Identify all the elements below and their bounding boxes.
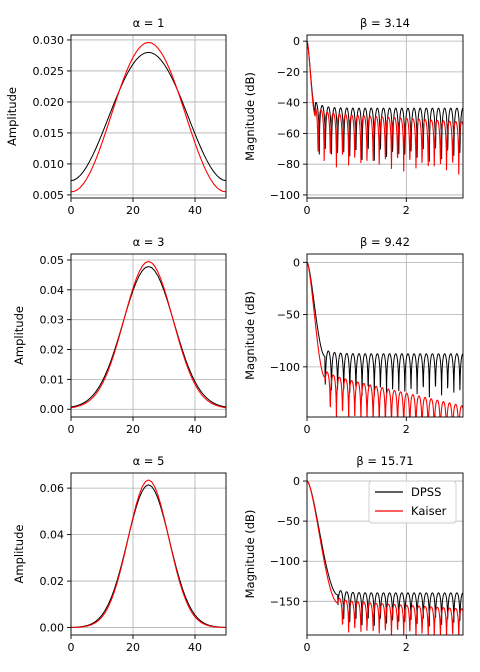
panel-title: α = 5 [133,454,165,468]
series-line-dpss [71,51,226,182]
y-tick-label: 0.010 [33,158,65,171]
y-tick-label: 0.00 [40,622,65,635]
plot-area [307,40,463,175]
y-tick-label: −60 [277,127,300,140]
x-tick-label: 0 [68,204,75,217]
y-axis-label: Amplitude [12,306,26,365]
x-tick-label: 0 [304,204,311,217]
axes-frame [306,472,464,636]
x-tick-label: 20 [126,423,140,436]
panel-4: 0 2 0 −50 −100 β = 9.42 Magnitude (dB) [243,235,464,436]
y-tick-label: 0 [293,256,300,269]
panel-2: 0 2 0 −20 −40 −60 −80 −100 β = 3.14 Magnitude (dB… [243,16,464,217]
x-tick-label: 2 [403,641,410,654]
y-tick-label: −50 [277,309,300,322]
series-line-kaiser [307,40,463,175]
y-tick-label: 0.02 [40,344,65,357]
y-axis-label: Magnitude (dB) [243,72,257,161]
y-tick-label: −150 [270,595,300,608]
plot-area [307,261,463,417]
x-tick-label: 40 [188,641,202,654]
y-axis-label: Amplitude [12,525,26,584]
series-line-dpss [71,266,226,408]
x-tick-label: 20 [126,204,140,217]
series-line-dpss [307,261,463,398]
plot-area [71,479,226,629]
panel-title: β = 9.42 [360,235,410,249]
y-tick-label: 0.015 [33,127,65,140]
series-line-kaiser [71,260,226,409]
legend-label-kaiser: Kaiser [411,504,447,518]
series-line-dpss [307,480,463,627]
series-line-kaiser [71,41,226,193]
y-tick-label: 0.06 [40,482,65,495]
x-tick-label: 0 [68,423,75,436]
x-tick-label: 40 [188,204,202,217]
panel-title: β = 15.71 [356,454,413,468]
y-tick-label: 0 [293,35,300,48]
plot-area [71,260,226,409]
axes-frame [306,34,464,199]
axes-frame [70,253,227,418]
panel-title: α = 1 [133,16,165,30]
axes-frame [70,472,227,636]
y-tick-label: 0.01 [40,373,65,386]
y-tick-label: −100 [270,555,300,568]
x-tick-label: 2 [403,423,410,436]
y-tick-label: 0.00 [40,403,65,416]
plot-area [307,480,463,635]
y-tick-label: 0.03 [40,314,65,327]
y-tick-label: 0.05 [40,254,65,267]
y-tick-label: −100 [270,189,300,202]
panel-3: 0 20 40 0.00 0.01 0.02 0.03 0.04 0.05 α = 3 Amplit… [12,235,227,436]
y-tick-label: 0.04 [40,284,65,297]
y-tick-label: 0 [293,475,300,488]
y-tick-label: −50 [277,515,300,528]
x-tick-label: 20 [126,641,140,654]
axes-frame [306,253,464,418]
y-tick-label: 0.030 [33,34,65,47]
y-tick-label: −100 [270,361,300,374]
x-tick-label: 0 [304,641,311,654]
panel-title: β = 3.14 [360,16,410,30]
series-line-kaiser [307,480,463,635]
y-axis-label: Amplitude [5,87,19,146]
y-tick-label: −20 [277,66,300,79]
x-tick-label: 0 [68,641,75,654]
x-tick-label: 40 [188,423,202,436]
y-tick-label: −80 [277,158,300,171]
legend-label-dpss: DPSS [411,485,441,499]
series-line-dpss [71,484,226,628]
axes-frame [70,34,227,199]
panel-title: α = 3 [133,235,165,249]
panel-6: 0 2 0 −50 −100 −150 β = 15.71 Magnitude (dB) DPS… [243,454,464,654]
y-tick-label: 0.020 [33,96,65,109]
panel-5: 0 20 40 0.00 0.02 0.04 0.06 α = 5 Amplitude [12,454,227,654]
x-tick-label: 0 [304,423,311,436]
y-axis-label: Magnitude (dB) [243,510,257,599]
y-axis-label: Magnitude (dB) [243,291,257,380]
panel-1: 0 20 40 0.005 0.010 0.015 0.020 0.025 0.030 α = 1… [5,16,227,217]
plot-area [71,41,226,193]
y-tick-label: 0.02 [40,575,65,588]
x-tick-label: 2 [403,204,410,217]
series-line-kaiser [71,479,226,629]
legend: DPSS Kaiser [368,480,457,524]
y-tick-label: 0.005 [33,189,65,202]
y-tick-label: −40 [277,97,300,110]
y-tick-label: 0.025 [33,65,65,78]
y-tick-label: 0.04 [40,529,65,542]
series-line-kaiser [307,261,463,417]
